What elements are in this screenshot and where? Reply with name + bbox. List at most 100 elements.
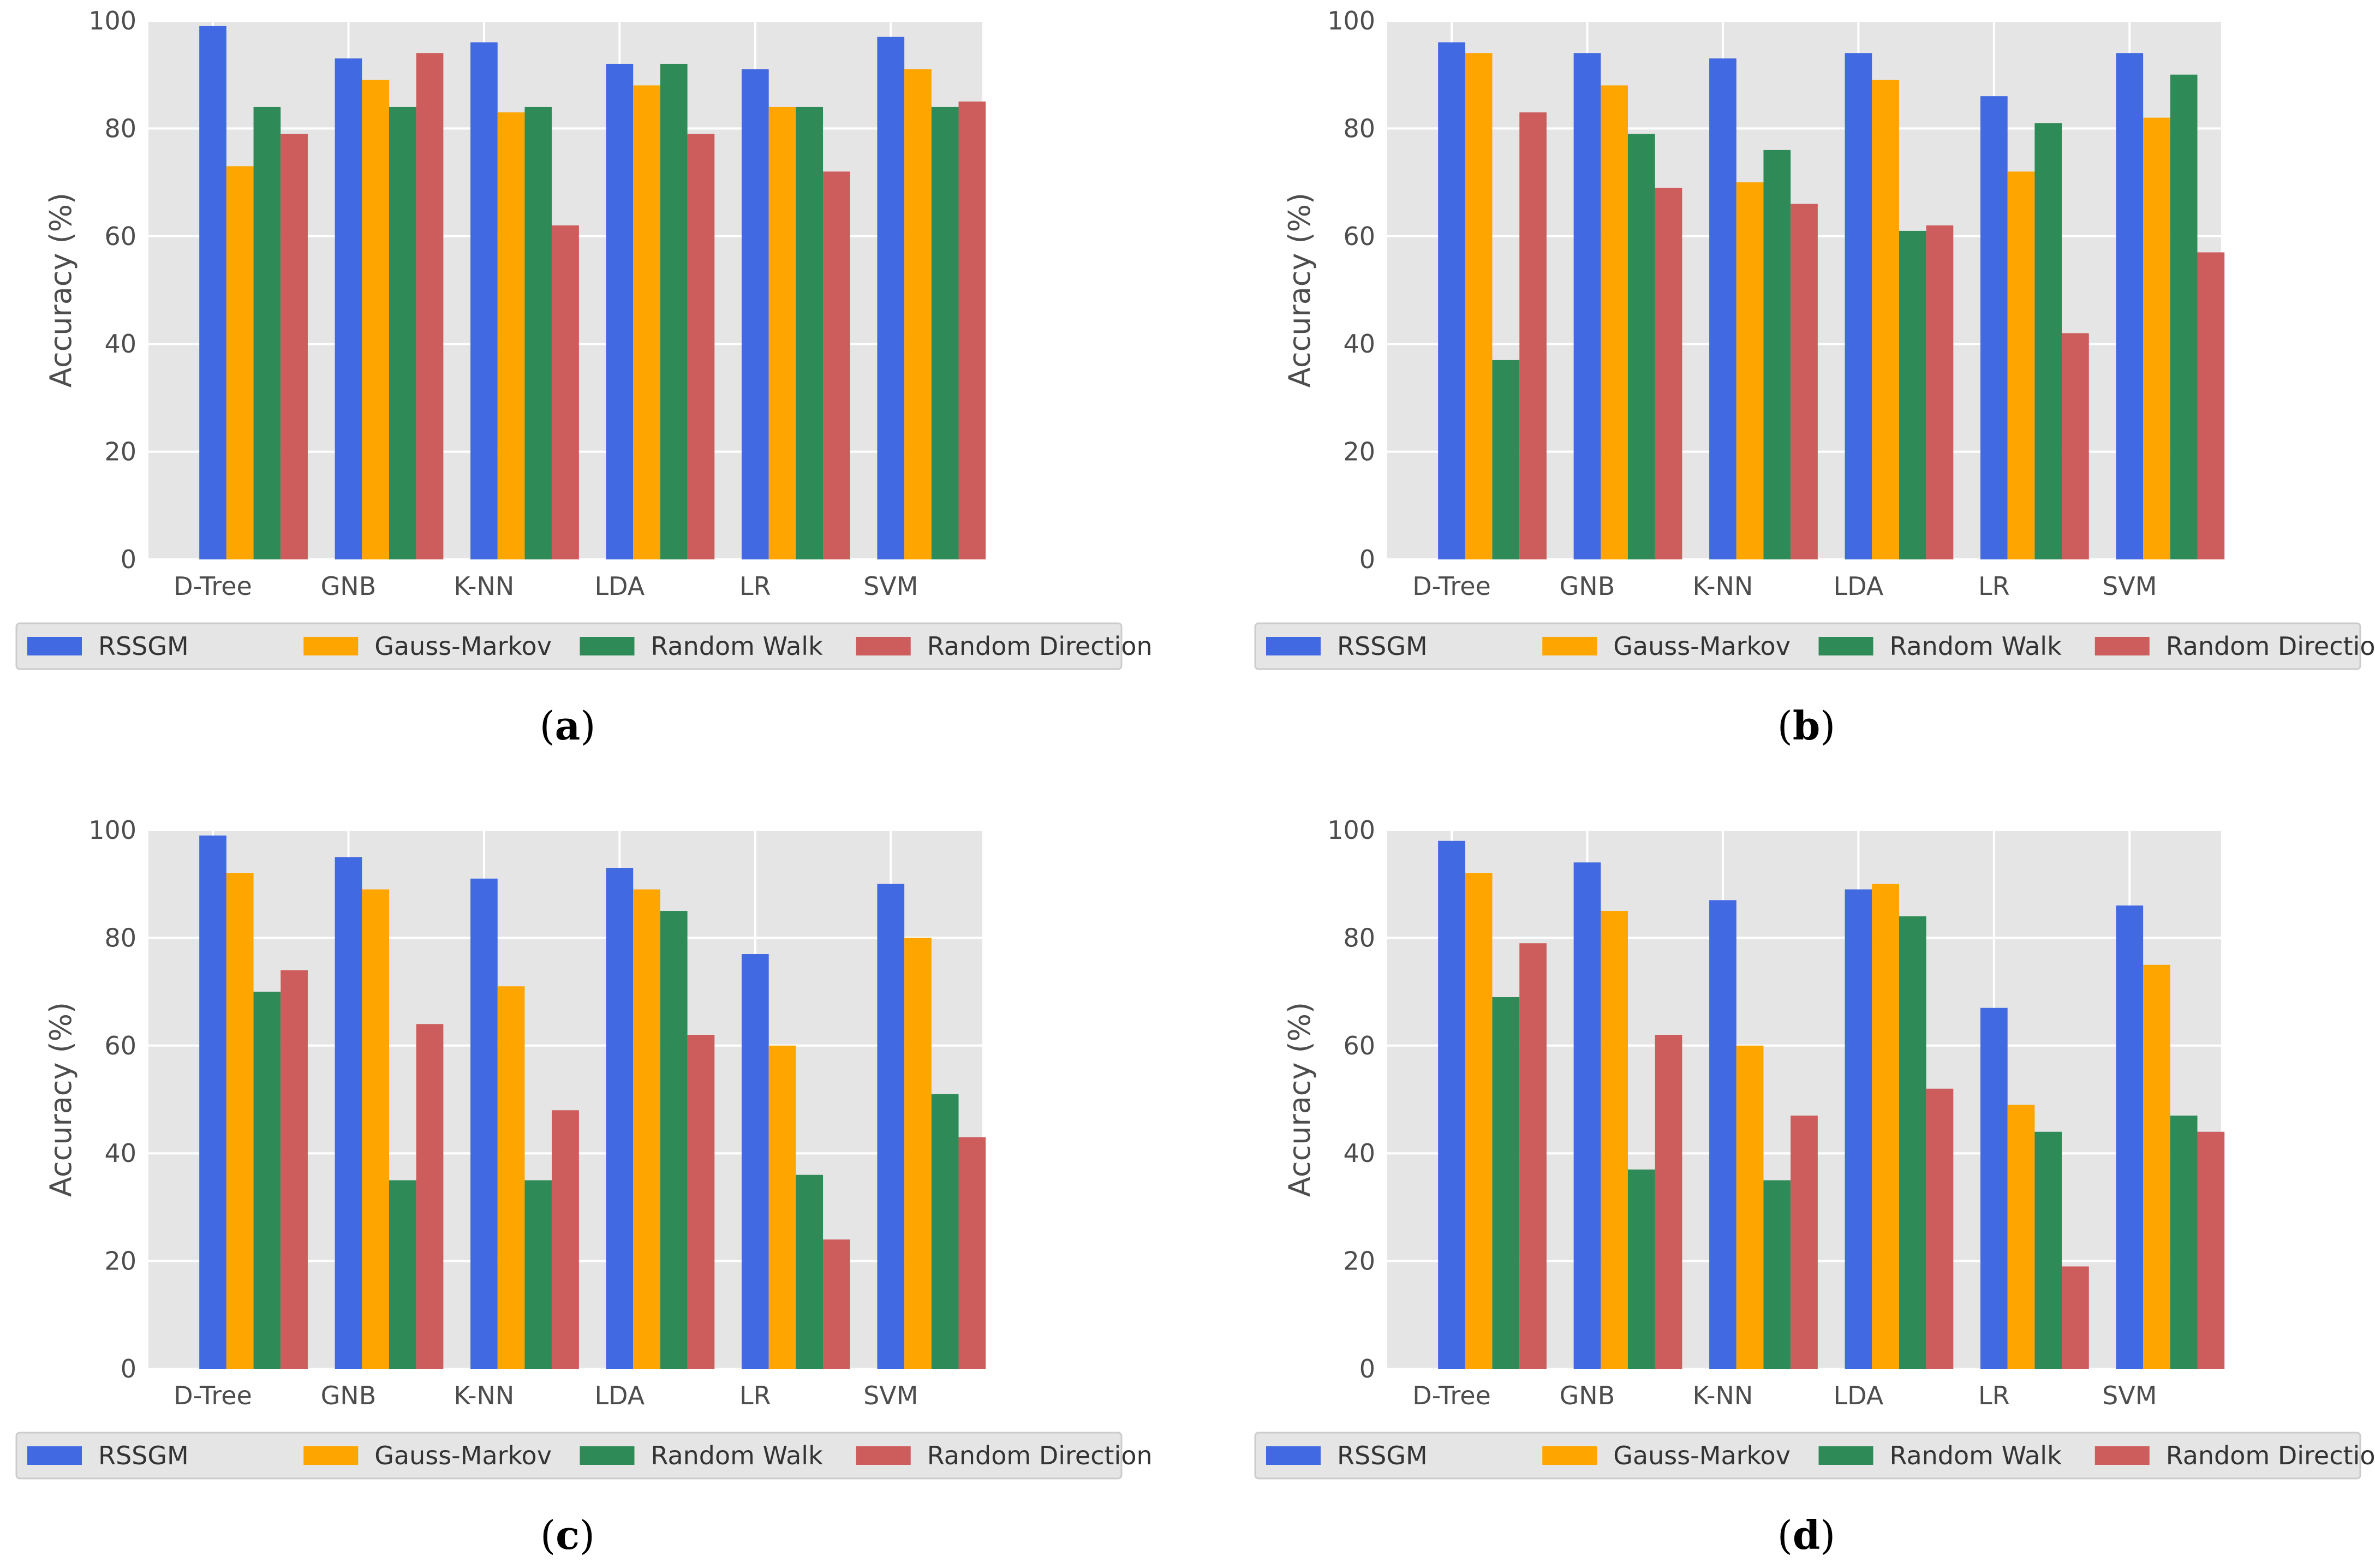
legend-label-rssgm: RSSGM: [1337, 631, 1428, 661]
bar-random-walk-lda: [1899, 916, 1926, 1369]
panel-caption: (d): [1777, 1512, 1836, 1558]
legend-swatch-random-direction: [2094, 637, 2150, 655]
bar-random-walk-d-tree: [253, 992, 281, 1369]
bar-gauss-markov-k-nn: [497, 986, 525, 1369]
legend-label-rssgm: RSSGM: [1337, 1441, 1428, 1470]
legend-swatch-gauss-markov: [303, 1446, 359, 1465]
y-tick-label-80: 80: [1343, 114, 1375, 143]
bar-gauss-markov-gnb: [362, 889, 390, 1369]
x-tick-label-svm: SVM: [2102, 1381, 2157, 1410]
bar-random-direction-d-tree: [1519, 112, 1547, 560]
y-tick-label-60: 60: [1343, 1031, 1375, 1060]
legend-swatch-random-walk: [1818, 1446, 1873, 1465]
legend-swatch-rssgm: [1266, 637, 1321, 655]
bar-random-walk-svm: [2170, 74, 2198, 559]
bar-gauss-markov-k-nn: [497, 112, 525, 560]
legend-label-gauss-markov: Gauss-Markov: [1613, 631, 1791, 661]
bar-random-walk-lda: [660, 63, 688, 559]
y-axis-label: Accuracy (%): [1282, 1002, 1317, 1197]
bar-random-direction-svm: [958, 102, 986, 560]
bar-random-direction-lr: [823, 171, 850, 559]
bar-random-direction-k-nn: [1791, 204, 1818, 560]
legend-swatch-gauss-markov: [1542, 1446, 1597, 1465]
x-tick-label-gnb: GNB: [321, 1381, 377, 1410]
bar-rssgm-svm: [2116, 53, 2144, 560]
bar-random-walk-d-tree: [253, 106, 281, 560]
chart-panel-d: 0 20 40 60 80 100 D-Tree GNB K-NN LDA LR SVM Accurac…: [1254, 815, 2375, 1558]
bar-rssgm-svm: [877, 37, 905, 560]
bar-gauss-markov-svm: [2143, 964, 2170, 1369]
bar-random-walk-gnb: [389, 1180, 416, 1369]
y-tick-label-20: 20: [104, 437, 136, 467]
bar-gauss-markov-d-tree: [1465, 873, 1493, 1369]
y-tick-label-100: 100: [1327, 815, 1375, 845]
bar-random-walk-lr: [2034, 1131, 2062, 1369]
bar-rssgm-lda: [606, 868, 634, 1369]
bar-gauss-markov-gnb: [362, 80, 390, 559]
legend-label-random-direction: Random Direction: [2166, 1441, 2375, 1470]
bar-random-walk-lr: [2034, 123, 2062, 559]
bar-rssgm-lda: [1845, 889, 1872, 1369]
y-axis-label: Accuracy (%): [44, 193, 78, 387]
bar-rssgm-gnb: [1573, 862, 1601, 1369]
x-tick-label-k-nn: K-NN: [454, 571, 515, 601]
bar-rssgm-k-nn: [1709, 900, 1737, 1369]
bar-rssgm-gnb: [335, 857, 362, 1369]
bar-rssgm-k-nn: [470, 42, 498, 560]
x-tick-label-svm: SVM: [863, 1381, 918, 1410]
bar-random-walk-svm: [931, 1094, 959, 1369]
x-tick-label-lr: LR: [1978, 571, 2010, 601]
legend-label-random-walk: Random Walk: [1890, 631, 2062, 661]
bar-random-direction-d-tree: [281, 134, 308, 559]
bar-random-direction-svm: [958, 1137, 986, 1369]
bar-random-walk-lr: [796, 106, 824, 560]
legend-label-gauss-markov: Gauss-Markov: [374, 1441, 552, 1470]
legend-label-rssgm: RSSGM: [98, 631, 189, 661]
bar-rssgm-k-nn: [470, 878, 498, 1369]
x-tick-label-d-tree: D-Tree: [1412, 571, 1491, 601]
bar-rssgm-svm: [2116, 905, 2144, 1369]
legend-swatch-rssgm: [1266, 1446, 1321, 1465]
bar-random-direction-gnb: [416, 1024, 444, 1369]
legend-swatch-random-walk: [1818, 637, 1873, 655]
bar-gauss-markov-lr: [2007, 171, 2035, 559]
x-tick-label-lda: LDA: [595, 571, 645, 601]
legend: RSSGM Gauss-Markov Random Walk Random Direc…: [1254, 1432, 2375, 1480]
bar-gauss-markov-svm: [2143, 117, 2170, 559]
panel-caption: (c): [540, 1512, 595, 1558]
bar-random-walk-gnb: [1628, 1169, 1655, 1369]
bar-random-walk-k-nn: [1763, 1180, 1791, 1369]
bar-rssgm-d-tree: [1438, 42, 1465, 560]
bar-gauss-markov-k-nn: [1736, 1045, 1764, 1369]
legend-swatch-random-direction: [856, 637, 911, 655]
bar-rssgm-lr: [741, 69, 769, 559]
legend-swatch-gauss-markov: [1542, 637, 1597, 655]
y-tick-label-20: 20: [104, 1247, 136, 1276]
legend-label-random-direction: Random Direction: [927, 631, 1153, 661]
bar-rssgm-lda: [1845, 53, 1872, 560]
legend: RSSGM Gauss-Markov Random Walk Random Direc…: [15, 1432, 1153, 1480]
bar-random-walk-d-tree: [1492, 997, 1520, 1369]
legend-swatch-rssgm: [27, 637, 82, 655]
chart-panel-b: 0 20 40 60 80 100 D-Tree GNB K-NN LDA LR SVM Accurac…: [1254, 6, 2375, 749]
y-axis-label: Accuracy (%): [1282, 193, 1317, 387]
bar-rssgm-gnb: [335, 58, 362, 560]
legend-label-random-walk: Random Walk: [1890, 1441, 2062, 1470]
legend-label-rssgm: RSSGM: [98, 1441, 189, 1470]
bar-rssgm-lr: [1980, 96, 2008, 559]
y-tick-label-0: 0: [121, 545, 136, 574]
bar-gauss-markov-lr: [2007, 1105, 2035, 1369]
bar-random-walk-lr: [796, 1174, 824, 1369]
bar-random-walk-gnb: [1628, 134, 1655, 559]
x-tick-label-k-nn: K-NN: [1693, 571, 1753, 601]
bar-random-walk-d-tree: [1492, 360, 1520, 559]
legend-swatch-rssgm: [27, 1446, 82, 1465]
y-tick-label-100: 100: [88, 815, 136, 845]
legend-swatch-random-walk: [580, 1446, 635, 1465]
y-tick-label-20: 20: [1343, 1247, 1375, 1276]
legend-label-gauss-markov: Gauss-Markov: [1613, 1441, 1791, 1470]
bar-random-direction-gnb: [1655, 187, 1682, 560]
y-tick-label-20: 20: [1343, 437, 1375, 467]
legend-swatch-random-direction: [2094, 1446, 2150, 1465]
y-tick-label-60: 60: [104, 222, 136, 251]
